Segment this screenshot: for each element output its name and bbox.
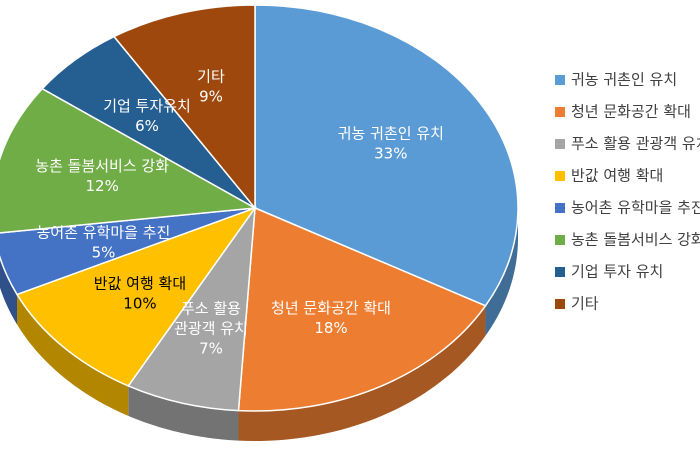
slice-label: 청년 문화공간 확대 xyxy=(271,299,391,317)
slice-label: 기타 xyxy=(197,68,225,86)
slice-side xyxy=(485,208,518,336)
legend-swatch xyxy=(555,107,565,117)
legend-label: 기타 xyxy=(571,295,599,313)
value-label: 6% xyxy=(135,117,159,135)
legend-swatch xyxy=(555,267,565,277)
slice-side xyxy=(128,385,239,441)
legend-label: 푸소 활용 관광객 유치 xyxy=(571,135,700,153)
slice xyxy=(254,4,519,307)
slice-label: 귀농 귀촌인 유치 xyxy=(338,124,444,142)
legend-label: 반값 여행 확대 xyxy=(571,167,663,185)
legend-swatch xyxy=(555,139,565,149)
legend-label: 귀농 귀촌인 유치 xyxy=(571,71,677,89)
legend-label: 농어촌 유학마을 추진 xyxy=(571,199,700,217)
value-label: 9% xyxy=(199,88,223,106)
slice xyxy=(0,87,258,234)
value-label: 12% xyxy=(85,177,118,195)
slice-side xyxy=(238,305,486,441)
slice-label: 농촌 돌봄서비스 강화 xyxy=(35,157,169,175)
legend-swatch xyxy=(555,299,565,309)
legend-label: 청년 문화공간 확대 xyxy=(571,103,691,121)
slice xyxy=(0,207,256,296)
slice-label: 농어촌 유학마을 추진 xyxy=(37,224,171,242)
value-label: 33% xyxy=(374,144,407,162)
slice-label: 반값 여행 확대 xyxy=(94,275,186,293)
slice-label: 관광객 유치 xyxy=(174,319,248,337)
value-label: 5% xyxy=(92,244,116,262)
legend-label: 기업 투자 유치 xyxy=(571,263,663,281)
legend-swatch xyxy=(555,171,565,181)
value-label: 7% xyxy=(199,339,223,357)
legend-swatch xyxy=(555,203,565,213)
slice-label: 푸소 활용 xyxy=(181,299,241,317)
legend-swatch xyxy=(555,75,565,85)
slice-label: 기업 투자유치 xyxy=(103,97,191,115)
legend-swatch xyxy=(555,235,565,245)
slice xyxy=(15,206,258,387)
value-label: 18% xyxy=(314,319,347,337)
slice xyxy=(127,205,256,412)
slice-side xyxy=(0,257,18,325)
value-label: 10% xyxy=(123,295,156,313)
legend-label: 농촌 돌봄서비스 강화 xyxy=(571,231,700,249)
slice xyxy=(237,206,487,412)
slice xyxy=(112,4,256,211)
